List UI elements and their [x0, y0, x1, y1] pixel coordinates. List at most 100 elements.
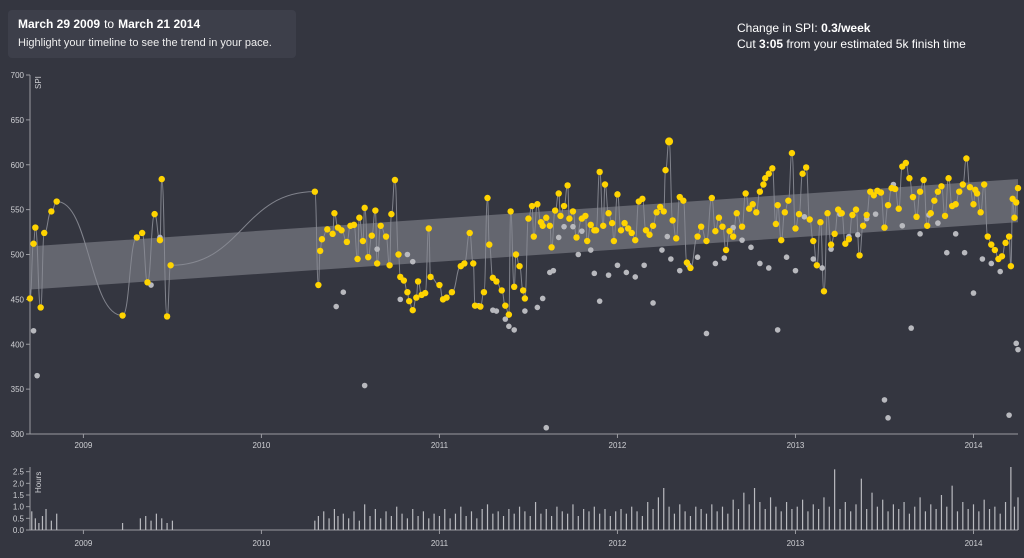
- highlighted-run-point: [956, 188, 963, 195]
- hours-bar: [369, 516, 371, 530]
- hours-bar: [50, 520, 52, 530]
- highlighted-run-point: [41, 229, 48, 237]
- other-run-point: [34, 372, 40, 379]
- other-run-point: [739, 237, 745, 243]
- hours-bar: [839, 509, 841, 530]
- hours-bar: [972, 504, 975, 530]
- other-run-point: [543, 424, 550, 431]
- hours-bar: [1017, 497, 1019, 530]
- highlighted-run-point: [820, 288, 828, 295]
- hours-bar: [988, 509, 991, 530]
- highlighted-run-point: [564, 182, 571, 189]
- hours-bar: [844, 502, 846, 530]
- other-run-point: [623, 269, 630, 276]
- other-run-point: [774, 327, 781, 333]
- hours-bar: [529, 516, 531, 530]
- hours-bar: [919, 497, 921, 530]
- hours-bar: [721, 506, 724, 530]
- highlighted-run-point: [642, 227, 650, 234]
- highlighted-run-point: [970, 201, 977, 208]
- highlighted-run-point: [628, 229, 635, 237]
- hours-y-tick-label: 1.0: [13, 503, 25, 512]
- highlighted-run-point: [760, 181, 767, 188]
- highlighted-run-point: [587, 221, 594, 229]
- highlighted-run-point: [742, 190, 749, 197]
- other-run-point: [703, 330, 710, 337]
- highlighted-run-point: [719, 223, 726, 230]
- hours-bar: [497, 511, 499, 530]
- highlighted-run-point: [715, 214, 723, 221]
- highlighted-run-point: [991, 246, 999, 254]
- y-axis-title: SPI: [34, 76, 43, 89]
- hours-bar: [323, 511, 325, 530]
- hours-bar: [604, 509, 606, 530]
- hours-bar: [850, 511, 852, 530]
- hours-bar: [38, 523, 40, 530]
- highlighted-run-point: [601, 181, 609, 188]
- hours-y-tick-label: 2.0: [13, 479, 25, 488]
- highlighted-run-point: [138, 229, 146, 237]
- highlighted-run-point: [528, 202, 536, 210]
- other-run-point: [783, 254, 790, 260]
- highlighted-run-point: [448, 288, 456, 296]
- highlighted-run-point: [608, 219, 616, 227]
- other-run-point: [917, 231, 923, 237]
- highlighted-run-point: [722, 246, 730, 254]
- highlighted-run-point: [539, 222, 546, 229]
- highlighted-run-point: [662, 166, 669, 174]
- highlighted-run-point: [973, 190, 981, 197]
- highlighted-run-point: [1013, 199, 1020, 206]
- other-run-point: [555, 234, 562, 241]
- hours-bar: [438, 516, 441, 530]
- other-run-point: [757, 260, 763, 267]
- spi-scatter-chart[interactable]: 300 350 400 450 500 550 600 650 700 SPI 2009 2010 20…: [11, 71, 1022, 450]
- hours-bar: [876, 506, 878, 530]
- x-tick-label: 2009: [75, 441, 93, 450]
- highlighted-run-point: [856, 252, 863, 259]
- highlighted-run-point: [119, 312, 126, 319]
- highlighted-run-point: [311, 188, 319, 195]
- highlighted-run-point: [409, 306, 416, 314]
- end-date: March 21 2014: [118, 17, 201, 31]
- other-run-point: [952, 231, 959, 237]
- highlighted-run-point: [687, 264, 694, 272]
- y-tick-label: 300: [11, 430, 25, 439]
- other-run-point: [1015, 346, 1021, 353]
- other-run-point: [506, 323, 512, 330]
- highlighted-run-point: [151, 210, 158, 218]
- highlighted-run-point: [646, 231, 653, 238]
- highlighted-run-point: [756, 188, 764, 195]
- highlighted-run-point: [158, 175, 165, 183]
- hours-bar: [807, 511, 809, 530]
- highlighted-run-point: [461, 260, 468, 267]
- hours-bar: [567, 513, 569, 530]
- highlighted-run-point: [372, 207, 379, 214]
- highlighted-run-point: [660, 208, 667, 215]
- hours-bar: [796, 506, 798, 530]
- hours-bar-chart[interactable]: 0.0 0.5 1.0 1.5 2.0 2.5 Hours 2009 2010 2011 2012 2…: [13, 467, 1019, 548]
- other-run-point: [908, 325, 914, 331]
- hours-bar: [121, 523, 124, 530]
- hours-bar: [577, 516, 579, 530]
- other-run-point: [641, 262, 647, 269]
- highlighted-run-point: [753, 209, 760, 216]
- highlighted-run-point: [53, 198, 60, 205]
- hours-bar: [599, 513, 601, 530]
- highlighted-run-point: [329, 230, 336, 238]
- highlighted-run-point: [356, 214, 363, 221]
- hours-bar: [417, 516, 419, 530]
- hours-bar: [930, 504, 932, 530]
- highlighted-run-point: [48, 208, 55, 215]
- highlighted-run-point: [569, 208, 577, 215]
- highlighted-run-point: [703, 237, 710, 245]
- highlighted-run-point: [781, 209, 788, 216]
- highlighted-run-point: [656, 203, 664, 211]
- other-run-point: [591, 270, 598, 277]
- hours-bar: [887, 511, 889, 530]
- highlighted-run-point: [582, 212, 589, 220]
- hours-bar: [753, 488, 756, 530]
- hours-bar: [502, 516, 505, 530]
- other-run-point: [561, 223, 567, 230]
- highlighted-run-point: [391, 176, 399, 184]
